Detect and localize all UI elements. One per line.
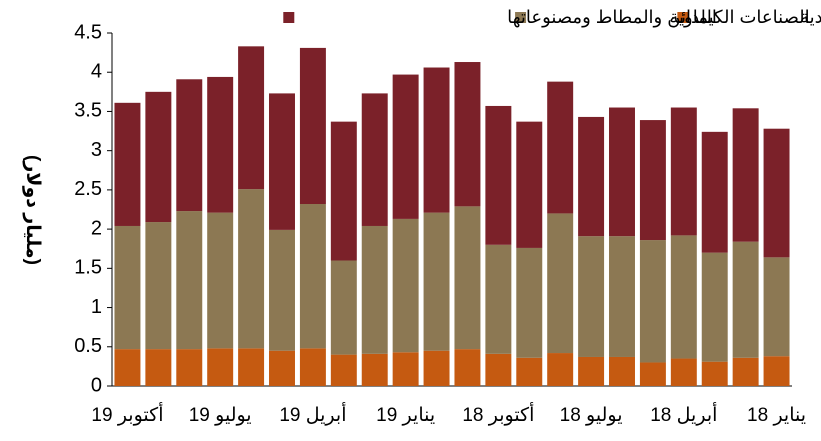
y-tick-label: 3.5 [74,100,102,122]
y-tick-label: 1.5 [74,257,102,279]
bar-segment [269,229,295,351]
bar-segment [330,260,357,355]
bar-segment [701,131,728,253]
bar-segment [392,352,419,386]
x-tick-label: أبريل 19 [279,402,346,426]
bar-segment [176,349,203,386]
bar-segment [763,128,790,258]
bar-segment [485,105,512,245]
legend-swatch [283,12,295,23]
bar-segment [392,74,419,219]
bar-segment [269,93,295,230]
bar-segment [145,222,172,350]
bar-segment [299,47,326,205]
y-tick-label: 1 [91,296,102,318]
x-tick-label: أبريل 18 [650,402,717,426]
x-tick-label: يوليو 19 [189,405,252,426]
y-tick-label: 2.5 [74,178,102,200]
legend-label: الصناعات الكيماوية [669,7,809,28]
bar-segment [423,350,450,386]
bar-segment [361,93,388,226]
bar-segment [392,218,419,353]
bar-segment [732,241,759,358]
bar-segment [361,225,388,354]
bar-segment [238,46,265,190]
bar-segment [732,108,759,242]
bar-segment [299,204,326,349]
bar-segment [547,213,574,354]
bar-segment [547,81,574,214]
y-tick-label: 3 [91,139,102,161]
bar-segment [578,356,605,386]
bar-segment [732,357,759,386]
y-axis-label: (مليار دولار) [22,155,43,265]
y-tick-label: 2 [91,217,102,239]
legend-label: اللدائن والمطاط ومصنوعاتها [507,7,717,28]
bar-segment [639,240,666,363]
bar-segment [176,211,203,350]
legend-swatch [515,12,527,23]
bar-segment [485,244,512,354]
bar-segment [516,247,543,358]
y-tick-label: 0.5 [74,335,102,357]
bar-segment [423,212,450,351]
bar-segment [454,206,481,350]
bar-segment [207,76,234,213]
bar-segment [299,348,326,386]
bar-segment [639,362,666,386]
legend-label: المعادن العادية [800,7,821,27]
x-tick-label: يناير 19 [376,405,435,426]
bar-segment [114,349,141,386]
bar-segment [238,348,265,386]
bar-segment [114,102,141,226]
bar-segment [176,79,203,212]
bar-segment [145,91,172,223]
x-tick-label: أكتوبر 18 [462,402,534,426]
x-tick-label: يوليو 18 [560,405,623,426]
bar-segment [145,349,172,386]
bar-segment [578,116,605,237]
bar-segment [763,356,790,386]
x-tick-label: يناير 18 [747,405,806,426]
y-tick-label: 4 [91,61,102,83]
bar-segment [207,348,234,386]
y-tick-label: 4.5 [74,21,102,43]
bar-segment [361,353,388,386]
bar-segment [454,62,481,207]
bar-segment [330,354,357,386]
bar-segment [609,107,635,237]
bar-segment [609,356,635,386]
bar-segment [114,225,141,350]
bar-segment [639,120,666,241]
bar-segment [516,357,543,386]
bar-segment [701,252,728,362]
bar-segment [547,353,574,386]
bar-segment [670,235,697,359]
bar-segment [763,257,790,357]
y-tick-label: 0 [91,374,102,396]
bar-segment [701,361,728,386]
bar-segment [670,358,697,386]
legend-swatch [677,12,689,23]
bar-segment [423,67,450,213]
bar-segment [454,349,481,386]
bar-segment [330,121,357,261]
bar-segment [609,236,635,357]
bar-segment [269,350,295,386]
bar-segment [578,236,605,357]
bar-segment [516,121,543,248]
bar-segment [238,189,265,349]
bar-segment [207,212,234,349]
bar-segment [670,107,697,236]
x-tick-label: أكتوبر 19 [91,402,163,426]
bar-segment [485,353,512,386]
